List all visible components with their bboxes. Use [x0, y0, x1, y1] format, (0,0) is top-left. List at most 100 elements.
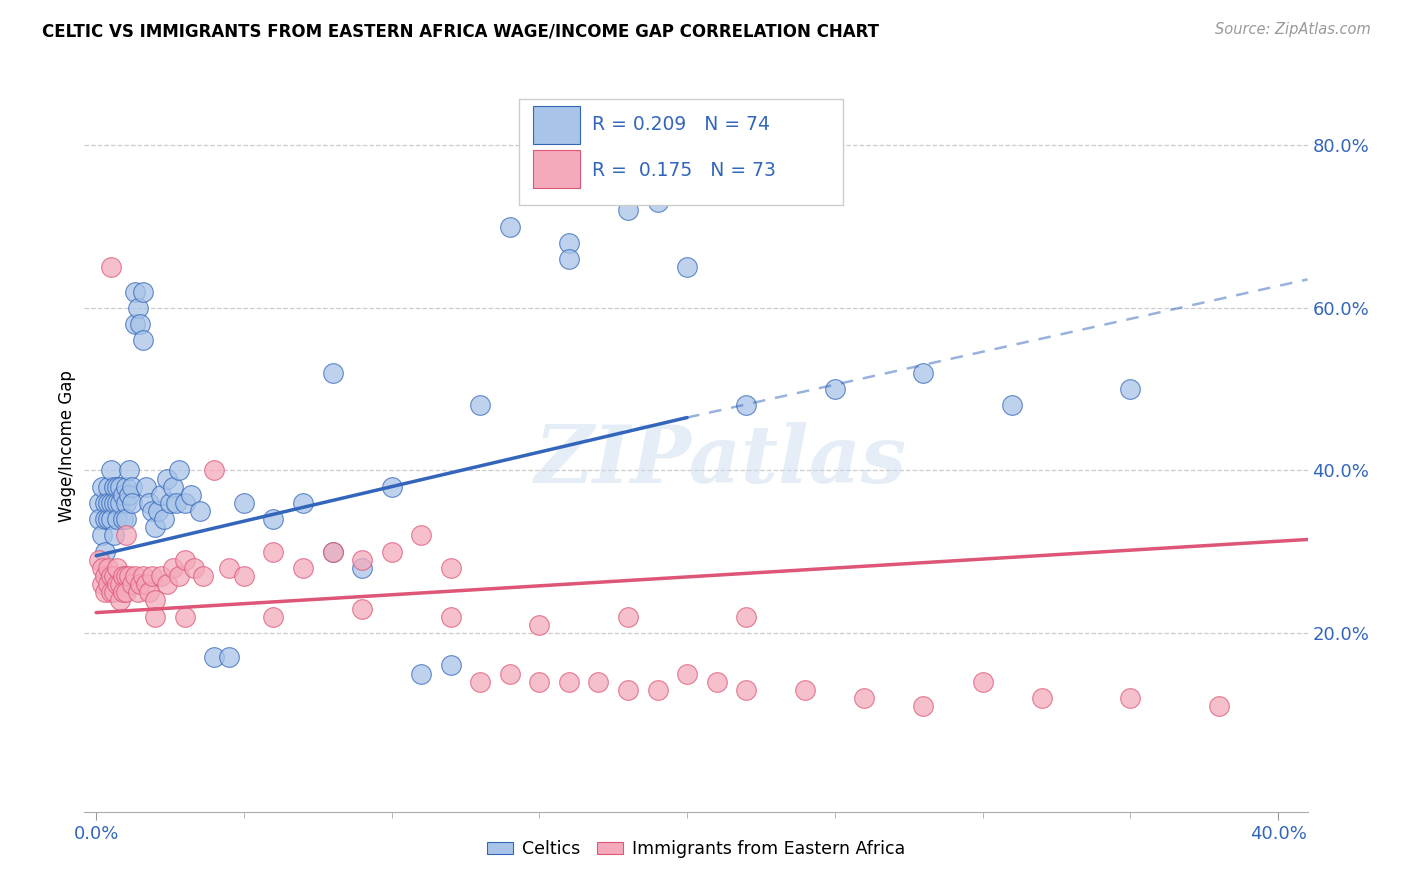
Point — [173, 553, 195, 567]
Point — [100, 512, 122, 526]
Point — [103, 480, 125, 494]
Point — [647, 195, 669, 210]
Point — [972, 674, 994, 689]
Point — [108, 496, 131, 510]
Point — [108, 577, 131, 591]
Point — [150, 569, 173, 583]
Point — [262, 544, 284, 558]
Point — [105, 480, 128, 494]
Point — [103, 496, 125, 510]
Point — [322, 544, 344, 558]
Point — [381, 544, 404, 558]
Point — [114, 569, 136, 583]
Point — [529, 674, 551, 689]
Point — [103, 569, 125, 583]
Point — [105, 561, 128, 575]
Point — [202, 463, 225, 477]
Point — [440, 658, 463, 673]
Point — [100, 569, 122, 583]
Point — [108, 480, 131, 494]
Point — [735, 398, 758, 412]
Point — [676, 666, 699, 681]
Point — [232, 496, 254, 510]
Point — [141, 569, 163, 583]
Point — [292, 561, 315, 575]
Point — [150, 488, 173, 502]
Point — [1031, 690, 1053, 705]
Point — [91, 561, 114, 575]
Point — [143, 609, 166, 624]
FancyBboxPatch shape — [533, 150, 579, 188]
Point — [499, 219, 522, 234]
Point — [499, 666, 522, 681]
Point — [292, 496, 315, 510]
Point — [183, 561, 205, 575]
Point — [132, 285, 155, 299]
Point — [143, 520, 166, 534]
Point — [1119, 382, 1142, 396]
Point — [912, 699, 935, 714]
Point — [558, 235, 581, 250]
Point — [127, 585, 149, 599]
Point — [105, 577, 128, 591]
Point — [105, 496, 128, 510]
Point — [558, 674, 581, 689]
Point — [706, 674, 728, 689]
Point — [912, 366, 935, 380]
Point — [118, 463, 141, 477]
Point — [132, 334, 155, 348]
Point — [411, 528, 433, 542]
Text: R = 0.209   N = 74: R = 0.209 N = 74 — [592, 115, 770, 134]
Point — [91, 480, 114, 494]
Point — [202, 650, 225, 665]
Point — [103, 585, 125, 599]
Point — [794, 682, 817, 697]
Point — [352, 553, 374, 567]
Point — [167, 569, 190, 583]
Point — [218, 561, 240, 575]
Point — [111, 488, 134, 502]
Point — [118, 569, 141, 583]
Point — [100, 585, 122, 599]
Point — [352, 561, 374, 575]
Point — [103, 528, 125, 542]
Point — [165, 496, 187, 510]
Point — [153, 512, 176, 526]
Point — [118, 488, 141, 502]
Point — [617, 203, 640, 218]
Point — [735, 609, 758, 624]
Point — [97, 480, 120, 494]
Point — [188, 504, 211, 518]
Point — [180, 488, 202, 502]
Legend: Celtics, Immigrants from Eastern Africa: Celtics, Immigrants from Eastern Africa — [479, 833, 912, 865]
Point — [94, 496, 117, 510]
Point — [440, 561, 463, 575]
Point — [97, 577, 120, 591]
Point — [191, 569, 214, 583]
Point — [129, 577, 152, 591]
Text: R =  0.175   N = 73: R = 0.175 N = 73 — [592, 161, 776, 180]
Point — [735, 682, 758, 697]
Point — [262, 512, 284, 526]
Point — [94, 585, 117, 599]
Point — [114, 528, 136, 542]
Point — [1119, 690, 1142, 705]
Point — [529, 617, 551, 632]
Point — [173, 496, 195, 510]
Text: Source: ZipAtlas.com: Source: ZipAtlas.com — [1215, 22, 1371, 37]
Point — [89, 512, 111, 526]
Point — [111, 569, 134, 583]
Point — [91, 528, 114, 542]
Point — [94, 512, 117, 526]
Point — [105, 512, 128, 526]
Point — [218, 650, 240, 665]
Point — [352, 601, 374, 615]
Point — [94, 544, 117, 558]
Point — [138, 585, 160, 599]
Point — [381, 480, 404, 494]
Point — [89, 553, 111, 567]
Point — [647, 682, 669, 697]
Point — [138, 496, 160, 510]
Point — [135, 577, 157, 591]
Point — [322, 544, 344, 558]
